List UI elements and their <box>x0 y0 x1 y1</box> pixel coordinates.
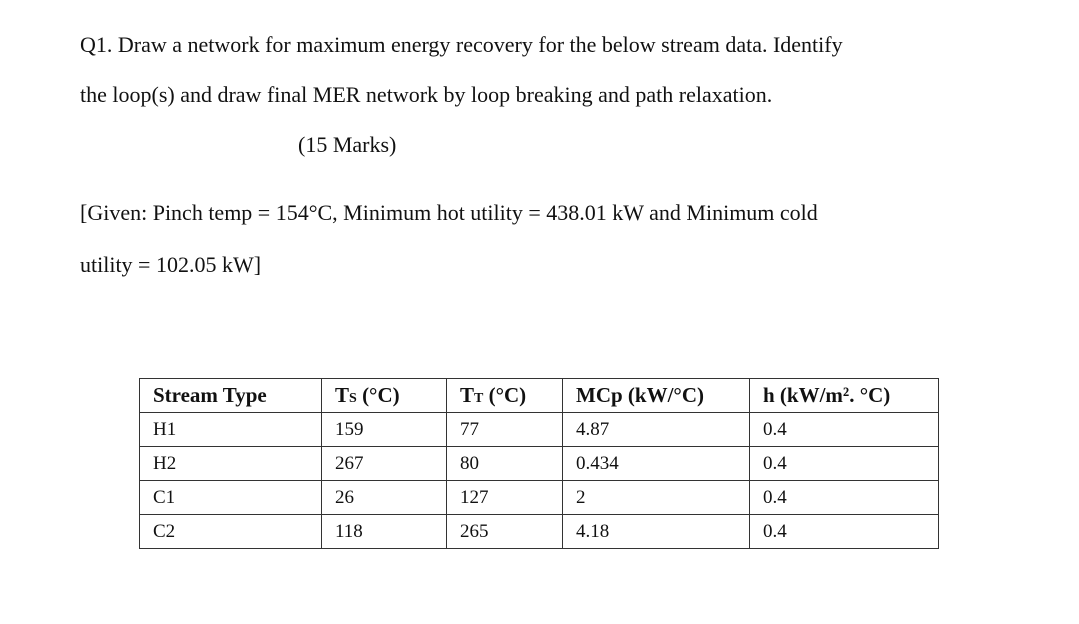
cell: 0.4 <box>749 480 939 515</box>
cell: 118 <box>321 514 447 549</box>
header-cell: h (kW/m². °C) <box>749 378 939 413</box>
data-row: H1 159 77 4.87 0.4 <box>139 412 939 447</box>
header-base: T <box>460 383 475 407</box>
cell: H2 <box>139 446 322 481</box>
data-row: C1 26 127 2 0.4 <box>139 480 939 515</box>
header-sub: S <box>349 391 357 406</box>
header-cell: TS (°C) <box>321 378 447 413</box>
cell: 267 <box>321 446 447 481</box>
cell: 26 <box>321 480 447 515</box>
cell: H1 <box>139 412 322 447</box>
cell: 80 <box>446 446 563 481</box>
header-cell: TT (°C) <box>446 378 563 413</box>
header-text: h (kW/m². °C) <box>763 383 891 407</box>
header-unit: (°C) <box>483 383 527 407</box>
cell: 0.4 <box>749 446 939 481</box>
given-line: utility = 102.05 kW] <box>80 252 262 277</box>
cell: 4.87 <box>562 412 750 447</box>
cell: 0.4 <box>749 514 939 549</box>
header-unit: (°C) <box>356 383 400 407</box>
cell: 77 <box>446 412 563 447</box>
question-line: the loop(s) and draw final MER network b… <box>80 82 773 107</box>
cell: 0.434 <box>562 446 750 481</box>
header-text: Stream Type <box>153 383 267 407</box>
header-cell: MCp (kW/°C) <box>562 378 750 413</box>
cell: C2 <box>139 514 322 549</box>
stream-table: Stream Type TS (°C) TT (°C) MCp (kW/°C) h (k… <box>139 378 939 549</box>
header-base: T <box>335 383 350 407</box>
cell: 4.18 <box>562 514 750 549</box>
data-row: C2 118 265 4.18 0.4 <box>139 514 939 549</box>
marks: (15 Marks) <box>298 132 397 157</box>
cell: 265 <box>446 514 563 549</box>
header-row: Stream Type TS (°C) TT (°C) MCp (kW/°C) h (k… <box>139 378 939 413</box>
question-line: Q1. Draw a network for maximum energy re… <box>80 32 843 57</box>
given-line: [Given: Pinch temp = 154°C, Minimum hot … <box>80 200 818 225</box>
cell: 2 <box>562 480 750 515</box>
cell: C1 <box>139 480 322 515</box>
header-cell: Stream Type <box>139 378 322 413</box>
cell: 159 <box>321 412 447 447</box>
cell: 127 <box>446 480 563 515</box>
header-text: MCp (kW/°C) <box>576 383 704 407</box>
cell: 0.4 <box>749 412 939 447</box>
data-row: H2 267 80 0.434 0.4 <box>139 446 939 481</box>
header-sub: T <box>474 391 484 406</box>
